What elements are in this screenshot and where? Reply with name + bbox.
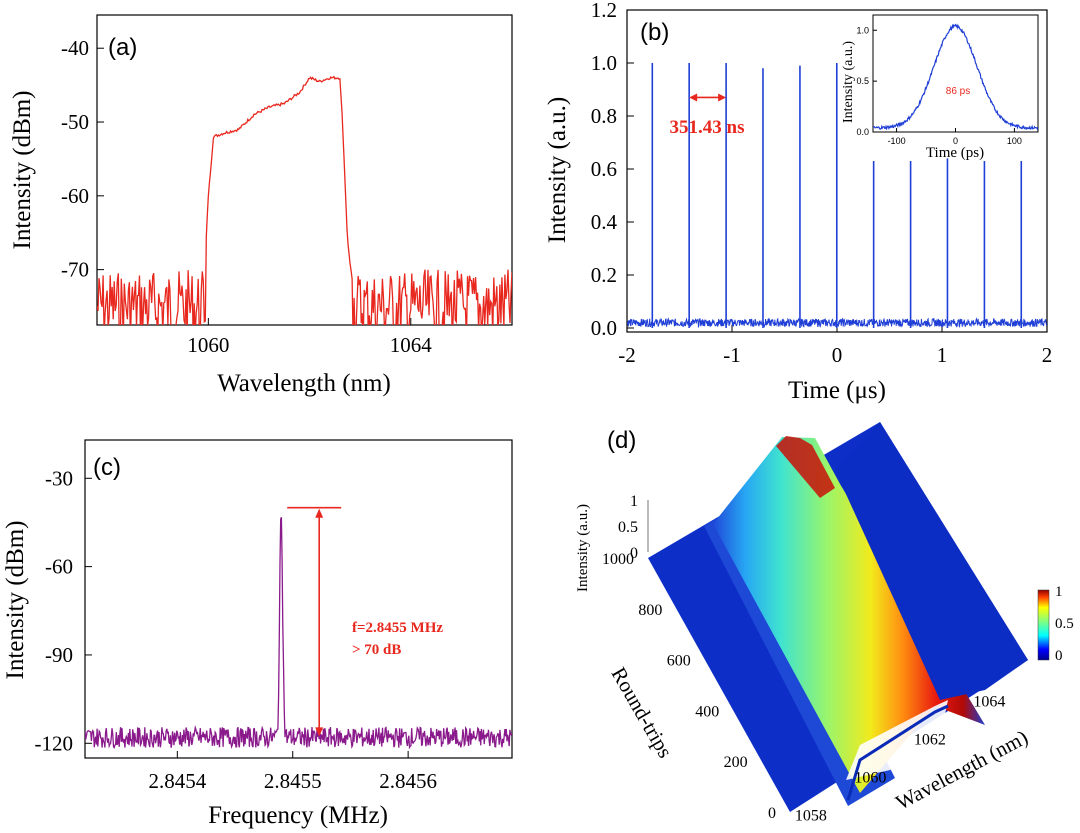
panel-b-xtick-label: -2 xyxy=(618,343,636,367)
panel-d-xtick-label: 1064 xyxy=(973,694,1005,711)
surface-ridge-top xyxy=(776,436,835,498)
panel-c-label: (c) xyxy=(93,454,121,481)
panel-a-label: (a) xyxy=(108,34,137,61)
panel-a-ylabel: Intensity (dBm) xyxy=(9,90,36,249)
panel-b-xlabel: Time (μs) xyxy=(788,377,886,404)
surface-right-plain xyxy=(835,422,1028,700)
panel-c-frame xyxy=(84,439,513,759)
panel-a-ytick-label: -40 xyxy=(61,36,89,60)
panel-c-frequency-label: f=2.8455 MHz xyxy=(352,620,443,636)
panel-d-ytick-label: 400 xyxy=(695,703,719,720)
panel-b-inset-xtick-label: -100 xyxy=(888,136,906,146)
panel-b-ytick-label: 0.2 xyxy=(591,263,617,287)
panel-b-inset-xlabel: Time (ps) xyxy=(926,145,984,161)
panel-b-inset-width-label: 86 ps xyxy=(946,86,970,97)
panel-b-inset-ytick-label: 0.5 xyxy=(856,76,869,86)
panel-d-xtick-label: 1060 xyxy=(854,770,886,787)
panel-d-ytick-label: 800 xyxy=(638,602,662,619)
panel-c-ytick-label: -90 xyxy=(45,643,73,667)
panel-c-ytick-label: -120 xyxy=(35,731,74,755)
panel-b-inset-ytick-label: 0.0 xyxy=(856,127,869,137)
panel-b-period-arrow xyxy=(689,93,727,102)
panel-d-colorbar: 10.50 xyxy=(1037,584,1074,664)
panel-b-ytick-label: 1.0 xyxy=(591,51,617,75)
panel-d-ytick-label: 200 xyxy=(724,754,748,771)
panel-c-arrowhead-bottom xyxy=(315,727,324,737)
panel-a-ytick-label: -70 xyxy=(61,258,89,282)
panel-b-period-label: 351.43 ns xyxy=(670,117,745,138)
panel-b-xtick-label: 0 xyxy=(832,343,843,367)
panel-b: -2 -1 0 1 2 0.0 0.2 0.4 0.6 0.8 1.0 1.2 351.43 ns (… xyxy=(544,0,1052,404)
panel-b-ytick-label: 0.6 xyxy=(591,157,617,181)
panel-d-ytick-label: 0 xyxy=(768,805,776,822)
panel-c-xtick-label: 2.8455 xyxy=(264,769,322,793)
panel-c-arrowhead-top xyxy=(315,508,324,518)
panel-d-zlabel: Intensity (a.u.) xyxy=(575,504,591,592)
panel-a-frame xyxy=(96,14,513,326)
panel-a-xlabel: Wavelength (nm) xyxy=(217,370,391,397)
colorbar-gradient xyxy=(1037,589,1050,661)
colorbar-tick-label: 0 xyxy=(1055,648,1063,664)
panel-b-inset-ylabel: Intensity (a.u.) xyxy=(841,41,856,123)
panel-b-arrowhead-right xyxy=(718,93,727,102)
panel-c-snr-label: > 70 dB xyxy=(352,642,401,658)
panel-a-ytick-label: -50 xyxy=(61,110,89,134)
panel-b-xtick-label: 1 xyxy=(937,343,948,367)
panel-c-xtick-label: 2.8454 xyxy=(148,769,206,793)
panel-c-xtick-label: 2.8456 xyxy=(379,769,437,793)
panel-b-inset: -100 0 100 0.0 0.5 1.0 86 ps Time (ps) Intens… xyxy=(841,14,1039,161)
panel-c-xlabel: Frequency (MHz) xyxy=(208,802,388,829)
panel-d-ytick-label: 600 xyxy=(667,653,691,670)
panel-a-xtick-label: 1064 xyxy=(390,333,433,357)
panel-a-xtick-label: 1060 xyxy=(187,333,229,357)
panel-b-ytick-label: 0.0 xyxy=(591,316,617,340)
panel-a: 1060 1064 -40 -50 -60 -70 (a) Wavelength (nm)… xyxy=(9,14,513,397)
panel-d-axes: 0 0.5 1 0 200 400 600 800 1000 1058 1060 1062 1064 xyxy=(602,493,1005,825)
panel-d-ztick-label: 0.5 xyxy=(618,519,638,536)
panel-d-ztick-label: 1 xyxy=(630,493,638,510)
panel-b-pulse-train xyxy=(651,63,1023,328)
panel-b-ticks: -2 -1 0 1 2 0.0 0.2 0.4 0.6 0.8 1.0 1.2 xyxy=(591,0,1053,367)
panel-a-ticks: 1060 1064 -40 -50 -60 -70 xyxy=(61,36,432,357)
panel-c-rf-spectrum-line xyxy=(85,516,512,750)
panel-d: (d) 00.510200400600800100010581060106210… xyxy=(575,422,1074,825)
panel-a-spectrum-line xyxy=(97,75,512,325)
panel-b-label: (b) xyxy=(640,19,669,46)
colorbar-tick-label: 1 xyxy=(1055,584,1063,600)
panel-d-label: (d) xyxy=(607,427,636,454)
panel-d-ytick-label: 1000 xyxy=(602,551,634,568)
panel-b-inset-xtick-label: 100 xyxy=(1007,136,1022,146)
panel-b-ytick-label: 0.8 xyxy=(591,104,617,128)
panel-c-ylabel: Intensity (dBm) xyxy=(2,520,29,679)
panel-b-ytick-label: 0.4 xyxy=(591,210,618,234)
panel-d-ylabel: Round-trips xyxy=(607,663,678,762)
panel-c-ticks: 2.8454 2.8455 2.8456 -30 -60 -90 -120 xyxy=(35,466,438,793)
panel-c-ytick-label: -60 xyxy=(45,555,73,579)
surface-ridge xyxy=(713,437,985,793)
panel-d-ztick-label: 0 xyxy=(630,545,638,562)
panel-b-inset-frame xyxy=(872,14,1039,133)
panel-a-ytick-label: -60 xyxy=(61,184,89,208)
panel-b-inset-pulse xyxy=(873,23,1038,131)
panel-d-surface xyxy=(648,422,1028,812)
panel-b-inset-xtick-label: 0 xyxy=(953,136,958,146)
panel-c-ytick-label: -30 xyxy=(45,466,73,490)
panel-d-xtick-label: 1058 xyxy=(795,808,827,825)
colorbar-tick-label: 0.5 xyxy=(1055,616,1074,632)
colorbar-ticks: 10.50 xyxy=(1055,584,1074,664)
surface-front-shadow xyxy=(846,704,949,801)
panel-b-xtick-label: -1 xyxy=(723,343,741,367)
panel-b-xtick-label: 2 xyxy=(1042,343,1053,367)
panel-b-ytick-label: 1.2 xyxy=(591,0,617,22)
panel-b-inset-ytick-label: 1.0 xyxy=(856,25,869,35)
panel-d-xtick-label: 1062 xyxy=(914,732,946,749)
panel-b-inset-ticks: -100 0 100 0.0 0.5 1.0 xyxy=(856,25,1021,146)
panel-b-arrowhead-left xyxy=(689,93,698,102)
panel-b-ylabel: Intensity (a.u.) xyxy=(544,97,571,243)
panel-c-snr-marker xyxy=(287,506,342,737)
panel-c: 2.8454 2.8455 2.8456 -30 -60 -90 -120 f=2.8455… xyxy=(2,439,513,829)
